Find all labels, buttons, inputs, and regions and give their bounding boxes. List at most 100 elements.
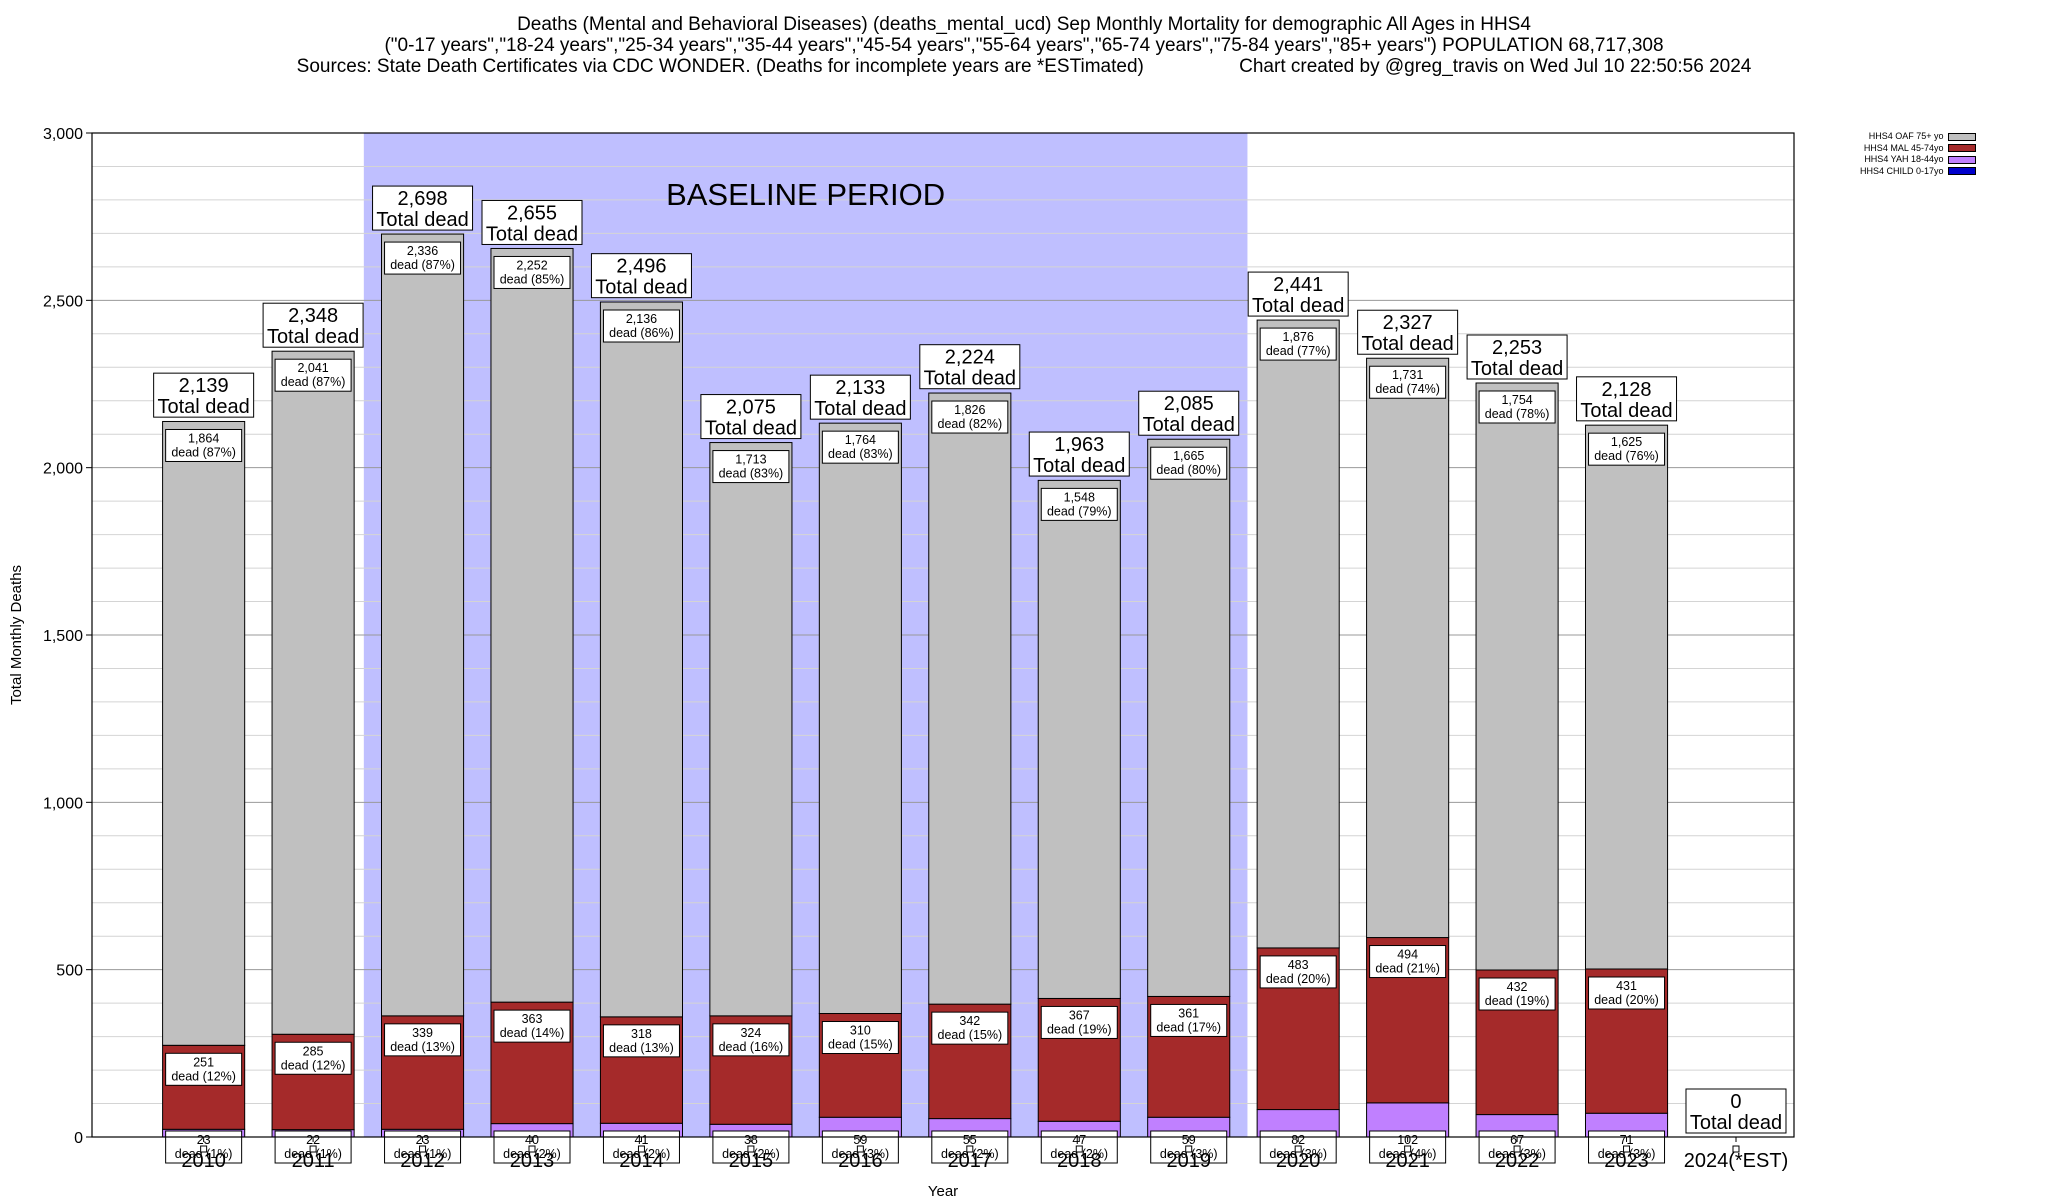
sources-text: Sources: State Death Certificates via CD… — [296, 56, 1144, 77]
segment-value-label: 1,876 — [1283, 330, 1314, 344]
segment-pct-label: dead (3%) — [1488, 1147, 1546, 1161]
total-value-label: 1,963 — [1054, 434, 1104, 456]
chart-title: Deaths (Mental and Behavioral Diseases) … — [517, 14, 1531, 35]
total-value-label: 2,085 — [1164, 393, 1214, 415]
segment-label-box — [1369, 365, 1447, 399]
segment-pct-label: dead (82%) — [938, 417, 1003, 431]
total-value-label: 2,348 — [288, 305, 338, 327]
total-label-box — [1357, 309, 1459, 355]
segment-pct-label: dead (14%) — [500, 1026, 565, 1040]
segment-value-label: 361 — [1178, 1006, 1199, 1020]
segment-value-label: 310 — [850, 1024, 871, 1038]
segment-value-label: 251 — [193, 1055, 214, 1069]
zero-marker — [1075, 1145, 1083, 1153]
zero-marker — [1185, 1145, 1193, 1153]
segment-pct-label: dead (2%) — [941, 1147, 999, 1161]
total-label-box — [153, 372, 255, 418]
total-suffix-label: Total dead — [1471, 358, 1563, 380]
x-tick-label: 2013 — [510, 1150, 555, 1172]
segment-pct-label: dead (78%) — [1485, 407, 1550, 421]
segment-value-label: 1,625 — [1611, 435, 1642, 449]
segment-label-box — [1040, 1005, 1118, 1039]
segment-pct-label: dead (87%) — [281, 375, 346, 389]
total-suffix-label: Total dead — [1690, 1112, 1782, 1134]
x-tick-label: 2010 — [181, 1150, 226, 1172]
segment-value-label: 318 — [631, 1027, 652, 1041]
total-label-box — [590, 253, 692, 299]
segment-label-box — [821, 430, 899, 464]
segment-pct-label: dead (83%) — [719, 467, 784, 481]
zero-marker — [856, 1145, 864, 1153]
segment-pct-label: dead (80%) — [1156, 463, 1221, 477]
total-value-label: 2,133 — [835, 377, 885, 399]
x-tick-label: 2019 — [1166, 1150, 1211, 1172]
segment-pct-label: dead (3%) — [832, 1147, 890, 1161]
bar-segment — [709, 442, 793, 1017]
segment-pct-label: dead (2%) — [722, 1147, 780, 1161]
y-tick-label: 2,500 — [43, 293, 83, 310]
segment-label-box — [1259, 327, 1337, 361]
total-suffix-label: Total dead — [1143, 414, 1235, 436]
bar-segment — [818, 422, 902, 1015]
segment-pct-label: dead (83%) — [828, 447, 893, 461]
segment-pct-label: dead (74%) — [1375, 382, 1440, 396]
total-label-box — [1138, 390, 1240, 436]
y-tick-label: 1,500 — [43, 628, 83, 645]
x-tick-label: 2018 — [1057, 1150, 1102, 1172]
y-tick-label: 0 — [74, 1130, 83, 1147]
segment-pct-label: dead (4%) — [1379, 1147, 1437, 1161]
segment-label-box — [931, 400, 1009, 434]
segment-value-label: 431 — [1616, 979, 1637, 993]
total-label-box — [809, 374, 911, 420]
segment-label-box — [165, 428, 243, 462]
x-tick-label: 2012 — [400, 1150, 445, 1172]
total-suffix-label: Total dead — [1033, 455, 1125, 477]
bar-segment — [1256, 319, 1340, 949]
legend-item: HHS4 CHILD 0-17yo — [1860, 166, 1976, 178]
total-label-box — [1028, 431, 1130, 477]
segment-value-label: 1,665 — [1173, 449, 1204, 463]
bar-segment — [490, 247, 574, 1003]
sources-row: Sources: State Death Certificates via CD… — [0, 56, 2048, 77]
zero-marker — [309, 1145, 317, 1153]
segment-pct-label: dead (86%) — [609, 326, 674, 340]
segment-pct-label: dead (3%) — [1160, 1147, 1218, 1161]
segment-pct-label: dead (1%) — [394, 1147, 452, 1161]
segment-label-box — [493, 255, 571, 289]
segment-label-box — [493, 1130, 571, 1164]
total-label-box — [1466, 334, 1568, 380]
total-suffix-label: Total dead — [486, 223, 578, 245]
plot-frame — [91, 132, 1795, 1138]
segment-value-label: 363 — [522, 1012, 543, 1026]
segment-pct-label: dead (3%) — [1269, 1147, 1327, 1161]
total-label-box — [262, 302, 364, 348]
bar-segment — [162, 420, 246, 1046]
segment-pct-label: dead (15%) — [938, 1028, 1003, 1042]
total-value-label: 2,224 — [945, 347, 995, 369]
segment-value-label: 494 — [1397, 948, 1418, 962]
total-value-label: 2,496 — [616, 256, 666, 278]
y-tick-label: 1,000 — [43, 795, 83, 812]
legend-label: HHS4 CHILD 0-17yo — [1860, 165, 1944, 176]
total-value-label: 2,139 — [179, 375, 229, 397]
segment-pct-label: dead (85%) — [500, 272, 565, 286]
segment-pct-label: dead (1%) — [284, 1147, 342, 1161]
created-text: Chart created by @greg_travis on Wed Jul… — [1239, 56, 1752, 77]
segment-value-label: 1,754 — [1501, 393, 1532, 407]
segment-pct-label: dead (17%) — [1156, 1020, 1221, 1034]
total-suffix-label: Total dead — [924, 368, 1016, 390]
segment-value-label: 1,731 — [1392, 368, 1423, 382]
x-tick-label: 2023 — [1604, 1150, 1649, 1172]
segment-pct-label: dead (79%) — [1047, 504, 1112, 518]
total-label-box — [1685, 1088, 1787, 1134]
segment-label-box — [384, 241, 462, 275]
x-tick-label: 2011 — [292, 1150, 335, 1172]
zero-marker — [1294, 1145, 1302, 1153]
total-suffix-label: Total dead — [157, 396, 249, 418]
segment-value-label: 339 — [412, 1026, 433, 1040]
total-suffix-label: Total dead — [376, 209, 468, 231]
bar-segment — [1366, 357, 1450, 939]
segment-label-box — [274, 1041, 352, 1075]
total-suffix-label: Total dead — [267, 326, 359, 348]
bar-segment — [271, 350, 355, 1035]
